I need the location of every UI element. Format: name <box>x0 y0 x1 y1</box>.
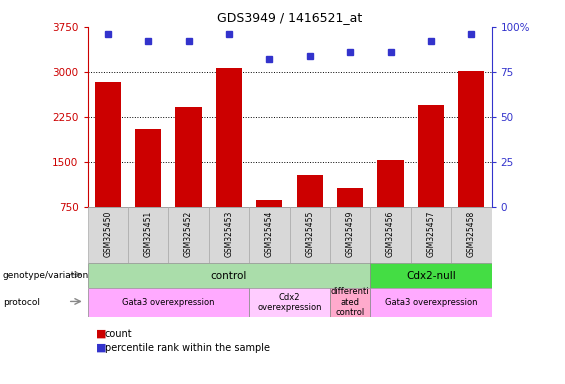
Bar <box>330 207 371 263</box>
Text: Gata3 overexpression: Gata3 overexpression <box>122 298 215 307</box>
Title: GDS3949 / 1416521_at: GDS3949 / 1416521_at <box>217 11 362 24</box>
Bar <box>377 161 403 253</box>
Bar <box>168 207 209 263</box>
Bar <box>135 129 161 253</box>
Bar <box>411 207 451 263</box>
Bar <box>209 207 249 263</box>
Text: GSM325456: GSM325456 <box>386 211 395 257</box>
Text: GSM325455: GSM325455 <box>305 211 314 257</box>
Bar <box>371 288 492 317</box>
Text: ■: ■ <box>96 343 107 353</box>
Text: GSM325459: GSM325459 <box>346 211 355 257</box>
Text: GSM325450: GSM325450 <box>103 211 112 257</box>
Bar <box>451 207 492 263</box>
Bar <box>95 82 121 253</box>
Bar <box>216 68 242 253</box>
Bar <box>257 200 282 253</box>
Bar <box>371 263 492 288</box>
Text: percentile rank within the sample: percentile rank within the sample <box>105 343 270 353</box>
Text: Cdx2
overexpression: Cdx2 overexpression <box>257 293 322 312</box>
Text: control: control <box>211 270 247 281</box>
Bar <box>88 288 249 317</box>
Text: Gata3 overexpression: Gata3 overexpression <box>385 298 477 307</box>
Text: protocol: protocol <box>3 298 40 307</box>
Text: genotype/variation: genotype/variation <box>3 271 89 280</box>
Bar <box>176 107 202 253</box>
Bar <box>337 187 363 253</box>
Bar <box>297 175 323 253</box>
Bar <box>88 207 128 263</box>
Text: Cdx2-null: Cdx2-null <box>406 270 456 281</box>
Text: differenti
ated
control: differenti ated control <box>331 288 370 317</box>
Bar <box>249 207 289 263</box>
Bar <box>418 105 444 253</box>
Text: GSM325454: GSM325454 <box>265 211 274 257</box>
Bar <box>330 288 371 317</box>
Bar <box>88 263 371 288</box>
Bar <box>371 207 411 263</box>
Bar <box>458 71 484 253</box>
Text: GSM325458: GSM325458 <box>467 211 476 257</box>
Text: GSM325457: GSM325457 <box>427 211 436 257</box>
Bar <box>128 207 168 263</box>
Text: ■: ■ <box>96 329 107 339</box>
Text: GSM325451: GSM325451 <box>144 211 153 257</box>
Bar <box>290 207 330 263</box>
Text: count: count <box>105 329 132 339</box>
Text: GSM325452: GSM325452 <box>184 211 193 257</box>
Bar <box>249 288 330 317</box>
Text: GSM325453: GSM325453 <box>224 211 233 257</box>
